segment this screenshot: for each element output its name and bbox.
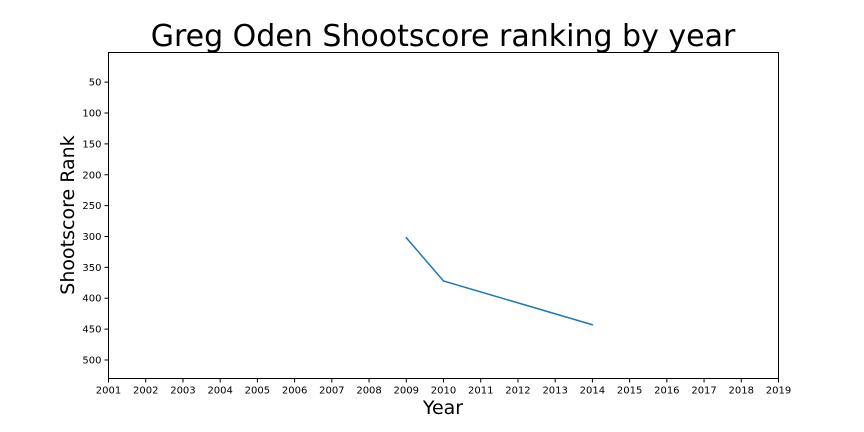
y-axis-label: Shootscore Rank <box>57 135 79 294</box>
x-tick-label: 2017 <box>691 386 716 397</box>
x-tick-label: 2015 <box>617 386 642 397</box>
y-tick-label: 150 <box>82 139 101 150</box>
x-axis: 2001 2002 2003 2004 2005 2006 2007 2008 2009 2010… <box>96 378 791 397</box>
y-tick-label: 250 <box>82 201 101 212</box>
y-tick-label: 300 <box>82 232 101 243</box>
chart-title: Greg Oden Shootscore ranking by year <box>151 19 736 54</box>
y-tick-label: 50 <box>89 78 102 89</box>
x-tick-label: 2011 <box>468 386 493 397</box>
x-tick-label: 2007 <box>319 386 344 397</box>
x-tick-label: 2019 <box>766 386 791 397</box>
x-axis-label: Year <box>422 397 463 419</box>
y-tick-label: 100 <box>82 109 101 120</box>
x-tick-label: 2004 <box>207 386 232 397</box>
plot-frame <box>108 52 779 379</box>
x-tick-label: 2010 <box>431 386 456 397</box>
x-tick-label: 2013 <box>542 386 567 397</box>
y-tick-label: 500 <box>82 355 101 366</box>
y-tick-label: 350 <box>82 263 101 274</box>
y-tick-label: 200 <box>82 170 101 181</box>
x-tick-label: 2009 <box>394 386 419 397</box>
y-axis: 50 100 150 200 250 300 350 400 450 500 <box>82 78 109 366</box>
series-group <box>405 236 594 326</box>
x-tick-label: 2001 <box>96 386 121 397</box>
x-tick-label: 2018 <box>729 386 754 397</box>
x-tick-label: 2014 <box>580 386 605 397</box>
y-tick-label: 450 <box>82 325 101 336</box>
x-tick-label: 2008 <box>356 386 381 397</box>
x-tick-label: 2005 <box>245 386 270 397</box>
series-line <box>405 237 593 326</box>
data-point <box>442 280 445 282</box>
data-point <box>591 323 594 326</box>
x-tick-label: 2006 <box>282 386 307 397</box>
data-point <box>405 236 408 239</box>
x-tick-label: 2016 <box>654 386 679 397</box>
x-tick-label: 2003 <box>170 386 195 397</box>
x-tick-label: 2012 <box>505 386 530 397</box>
y-tick-label: 400 <box>82 294 101 305</box>
x-tick-label: 2002 <box>133 386 158 397</box>
